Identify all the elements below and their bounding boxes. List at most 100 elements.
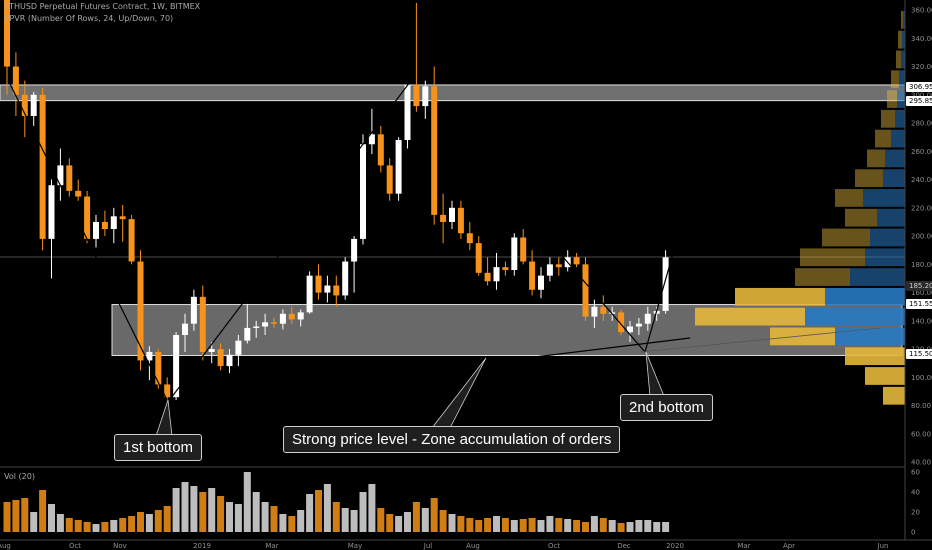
volume-bar-5 bbox=[48, 504, 55, 532]
volume-bar-8 bbox=[74, 520, 82, 532]
volume-bar-65 bbox=[582, 522, 589, 532]
y-tick-160: 160.00 bbox=[911, 289, 932, 297]
volume-bar-61 bbox=[546, 516, 554, 532]
candle-body-12 bbox=[110, 216, 117, 230]
volume-bar-56 bbox=[501, 518, 509, 532]
candle-body-49 bbox=[440, 214, 447, 222]
volume-bar-15 bbox=[137, 512, 144, 532]
volume-bar-40 bbox=[359, 492, 367, 532]
vpvr-up-19 bbox=[903, 11, 905, 29]
candle-body-1 bbox=[12, 66, 19, 95]
vpvr-up-6 bbox=[850, 268, 905, 286]
volume-bar-31 bbox=[279, 514, 287, 532]
volume-bar-72 bbox=[644, 520, 652, 532]
volume-bar-44 bbox=[395, 516, 403, 532]
candle-body-11 bbox=[101, 221, 108, 230]
vpvr-up-13 bbox=[891, 129, 905, 148]
candle-body-35 bbox=[315, 275, 322, 293]
volume-bars bbox=[3, 472, 670, 532]
volume-bar-49 bbox=[439, 510, 447, 532]
candle-body-5 bbox=[48, 185, 55, 239]
candle-body-62 bbox=[555, 264, 562, 268]
vpvr-up-11 bbox=[883, 169, 905, 188]
vpvr-down-4 bbox=[695, 307, 805, 326]
volume-bar-51 bbox=[457, 516, 465, 532]
volume-bar-36 bbox=[323, 484, 331, 532]
volume-bar-26 bbox=[234, 504, 242, 532]
vpvr-up-17 bbox=[901, 50, 905, 69]
x-tick-2: Nov bbox=[113, 542, 127, 550]
vpvr-down-12 bbox=[867, 149, 885, 168]
y-tick-100: 100.00 bbox=[911, 374, 932, 382]
x-tick-10: 2020 bbox=[666, 542, 684, 550]
candle-body-14 bbox=[128, 219, 135, 262]
candle-body-46 bbox=[413, 84, 420, 107]
candle-body-66 bbox=[591, 306, 598, 317]
candle-body-45 bbox=[404, 84, 411, 140]
volume-bar-53 bbox=[475, 520, 483, 532]
candle-body-33 bbox=[297, 312, 304, 320]
volume-bar-2 bbox=[21, 498, 29, 532]
vpvr-up-10 bbox=[863, 189, 905, 207]
volume-bar-29 bbox=[261, 502, 269, 532]
vpvr-down-0 bbox=[883, 386, 905, 405]
candle-body-7 bbox=[66, 165, 73, 191]
top-resistance-zone bbox=[0, 84, 906, 102]
volume-bar-41 bbox=[368, 484, 376, 532]
volume-bar-73 bbox=[653, 522, 661, 532]
volume-bar-19 bbox=[172, 488, 180, 532]
price-badge-current: 185.20 bbox=[906, 281, 932, 291]
volume-bar-71 bbox=[635, 520, 643, 532]
vpvr-up-5 bbox=[825, 287, 905, 306]
candle-body-69 bbox=[618, 312, 625, 333]
volume-bar-23 bbox=[208, 488, 216, 532]
vpvr-down-9 bbox=[845, 208, 877, 227]
x-tick-3: 2019 bbox=[193, 542, 211, 550]
y-tick-220: 220.00 bbox=[911, 204, 932, 212]
volume-bar-25 bbox=[226, 502, 233, 532]
candle-body-55 bbox=[493, 267, 500, 282]
volume-bar-54 bbox=[484, 518, 492, 532]
volume-y-tick-0: 0 bbox=[911, 529, 915, 537]
volume-bar-50 bbox=[448, 514, 456, 532]
volume-bar-12 bbox=[110, 520, 118, 532]
volume-bar-45 bbox=[404, 512, 411, 532]
volume-bar-37 bbox=[332, 502, 340, 532]
candle-body-72 bbox=[644, 313, 651, 324]
candle-body-18 bbox=[164, 384, 171, 398]
second-bottom-pointer bbox=[645, 351, 665, 397]
vpvr-down-6 bbox=[795, 268, 850, 286]
y-tick-320: 320.00 bbox=[911, 63, 932, 71]
candle-body-48 bbox=[431, 86, 438, 215]
candle-body-50 bbox=[449, 207, 455, 222]
vpvr-down-13 bbox=[875, 129, 891, 148]
price-badge-top-low: 295.85 bbox=[906, 96, 932, 106]
candle-body-9 bbox=[84, 196, 91, 239]
vpvr-down-15 bbox=[887, 90, 897, 108]
y-tick-40: 40.00 bbox=[911, 459, 931, 467]
vpvr-down-5 bbox=[735, 287, 825, 306]
vpvr-up-9 bbox=[877, 208, 905, 227]
volume-bar-0 bbox=[3, 502, 11, 532]
volume-bar-35 bbox=[315, 490, 322, 532]
candle-body-22 bbox=[199, 296, 206, 352]
volume-bar-9 bbox=[83, 522, 91, 532]
candle-body-10 bbox=[93, 221, 99, 239]
volume-bar-21 bbox=[190, 486, 198, 532]
volume-bar-1 bbox=[12, 500, 20, 532]
x-tick-9: Dec bbox=[617, 542, 631, 550]
candle-body-31 bbox=[279, 313, 286, 324]
x-tick-6: Jul bbox=[423, 542, 433, 550]
volume-bar-18 bbox=[163, 506, 171, 532]
volume-bar-20 bbox=[181, 482, 189, 532]
y-tick-60: 60.00 bbox=[911, 430, 931, 438]
candle-body-40 bbox=[360, 144, 366, 239]
candle-body-56 bbox=[502, 267, 509, 270]
volume-bar-32 bbox=[288, 516, 296, 532]
volume-bar-34 bbox=[306, 494, 314, 532]
candle-body-64 bbox=[573, 257, 580, 265]
y-tick-300: 300.00 bbox=[911, 91, 932, 99]
vpvr-down-10 bbox=[835, 189, 863, 207]
vpvr-up-3 bbox=[835, 327, 905, 346]
